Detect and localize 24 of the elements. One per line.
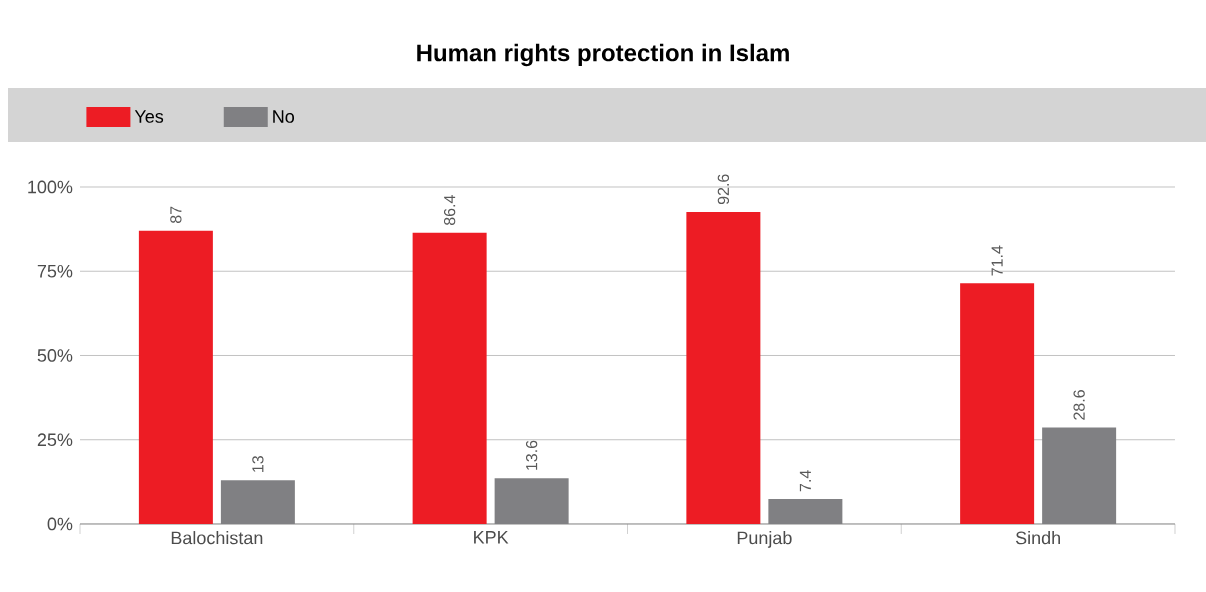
x-tick-label: Balochistan	[171, 531, 263, 545]
data-label: 28.6	[1073, 390, 1085, 420]
y-tick-label: 25%	[37, 433, 73, 447]
bar	[686, 211, 761, 524]
y-tick-label: 100%	[28, 180, 73, 194]
legend-label: No	[273, 110, 295, 123]
data-label: 92.6	[717, 174, 730, 205]
y-tick-label: 0%	[47, 517, 73, 531]
data-label: 71.4	[991, 245, 1003, 276]
data-label: 13.6	[525, 440, 538, 470]
data-label: 7.4	[799, 470, 811, 492]
x-tick-label: Sindh	[1015, 531, 1060, 545]
bar	[138, 230, 213, 524]
data-label: 86.4	[443, 195, 456, 226]
x-tick-label: Punjab	[737, 531, 792, 548]
bar	[412, 232, 487, 524]
data-label: 13	[252, 456, 264, 472]
y-tick-label: 75%	[37, 264, 73, 278]
y-tick-label: 50%	[37, 349, 73, 362]
legend-label: Yes	[134, 110, 164, 123]
chart-title: Human rights protection in Islam	[417, 43, 789, 67]
x-tick-label: KPK	[474, 531, 509, 544]
bar	[960, 283, 1035, 524]
data-label: 87	[170, 206, 182, 224]
